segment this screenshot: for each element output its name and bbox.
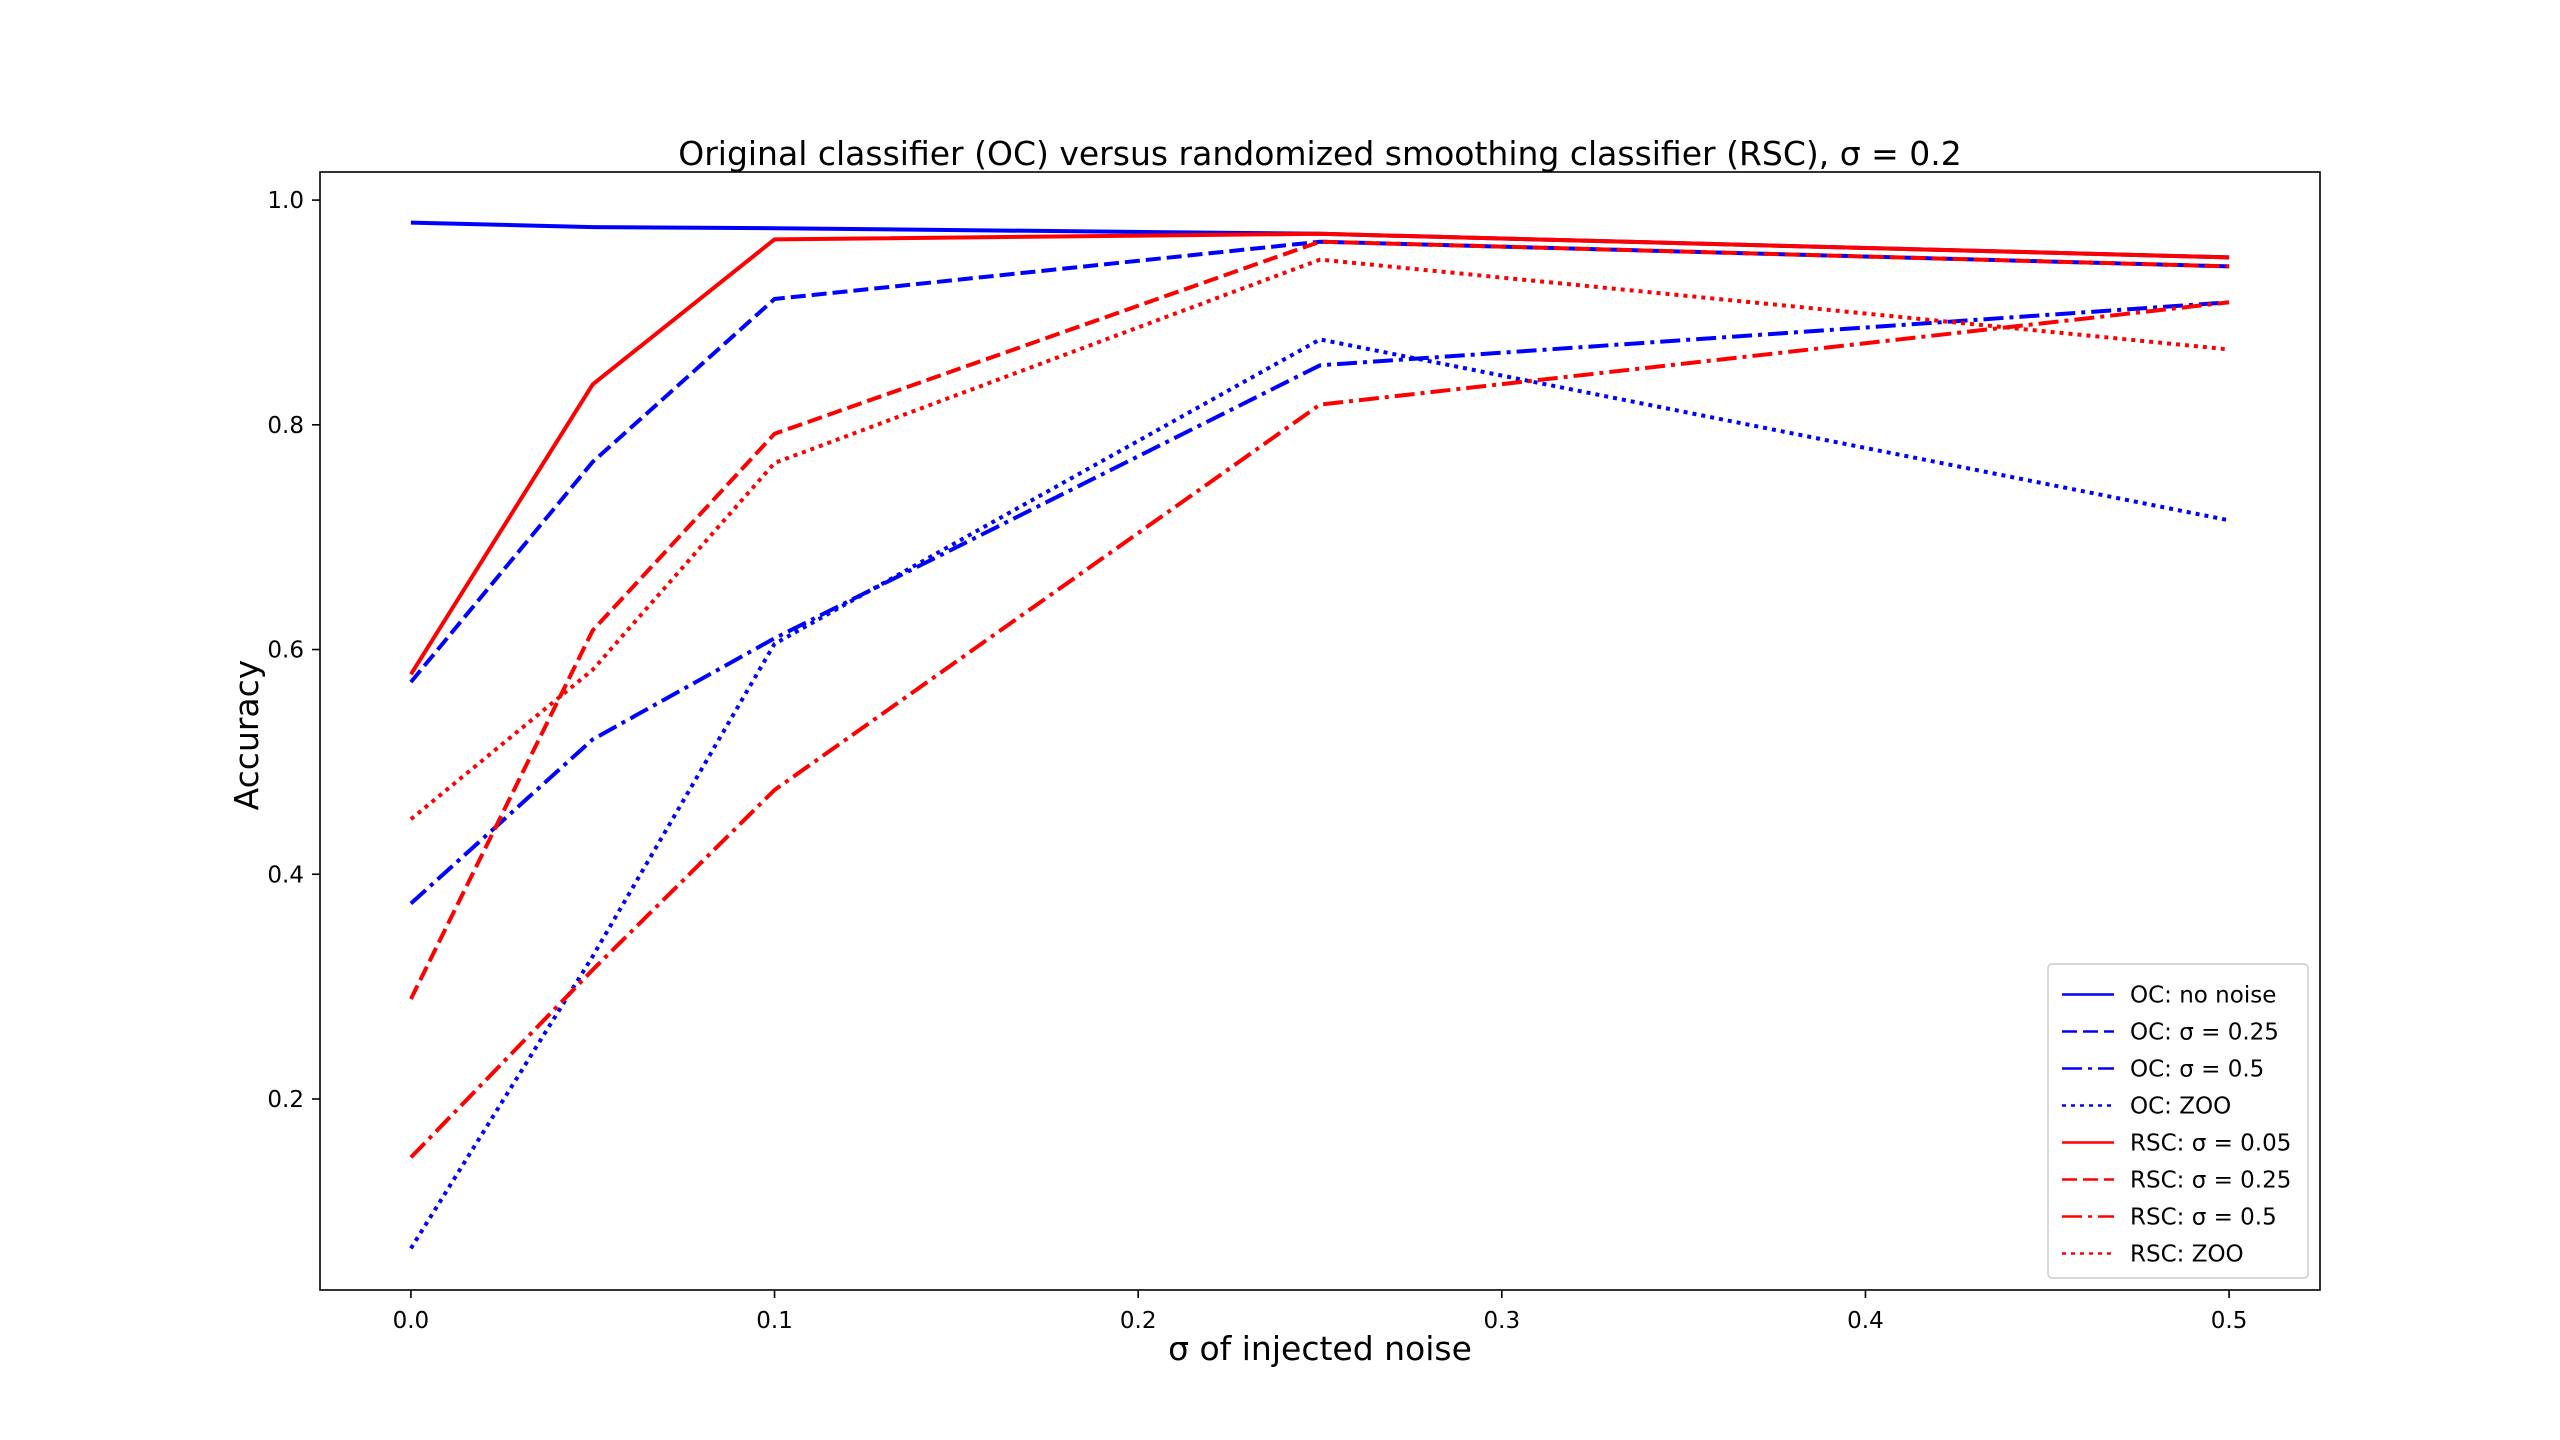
y-tick-label: 0.2: [267, 1087, 304, 1113]
y-tick-label: 0.4: [267, 862, 304, 888]
series-line-6: [409, 300, 2230, 1159]
x-tick-label: 0.5: [2211, 1308, 2248, 1334]
x-tick-label: 0.1: [756, 1308, 793, 1334]
legend-label-6: RSC: σ = 0.5: [2130, 1205, 2277, 1231]
y-tick-label: 0.6: [267, 638, 304, 664]
x-axis-title: σ of injected noise: [1168, 1329, 1472, 1368]
legend-label-3: OC: ZOO: [2130, 1094, 2231, 1120]
series-line-4: [409, 231, 2230, 676]
legend-label-7: RSC: ZOO: [2130, 1242, 2244, 1268]
legend: OC: no noise OC: σ = 0.25 OC: σ = 0.5 OC: Z…: [2047, 963, 2309, 1279]
y-tick-label: 1.0: [267, 188, 304, 214]
x-tick-label: 0.0: [393, 1308, 430, 1334]
legend-label-4: RSC: σ = 0.05: [2130, 1131, 2291, 1157]
series-line-7: [409, 257, 2230, 821]
series-line-3: [409, 337, 2230, 1250]
legend-label-2: OC: σ = 0.5: [2130, 1057, 2264, 1083]
legend-box: [2047, 963, 2309, 1279]
legend-label-5: RSC: σ = 0.25: [2130, 1168, 2291, 1194]
x-tick-label: 0.2: [1120, 1308, 1157, 1334]
axes-frame: [319, 171, 2321, 1291]
legend-label-0: OC: no noise: [2130, 983, 2276, 1009]
y-tick-label: 0.8: [267, 413, 304, 439]
legend-label-1: OC: σ = 0.25: [2130, 1020, 2279, 1046]
series-line-2: [409, 300, 2230, 905]
x-tick-label: 0.4: [1847, 1308, 1884, 1334]
chart-title: Original classifier (OC) versus randomiz…: [678, 134, 1962, 173]
series-line-1: [409, 239, 2230, 684]
series-line-5: [409, 239, 2230, 1000]
x-tick-label: 0.3: [1484, 1308, 1521, 1334]
y-axis-title: Accuracy: [227, 660, 266, 811]
plot-area: 0.0 0.1 0.2 0.3 0.4 0.5 0.2 0.4 0.6 0.8 1.0: [267, 171, 2321, 1334]
